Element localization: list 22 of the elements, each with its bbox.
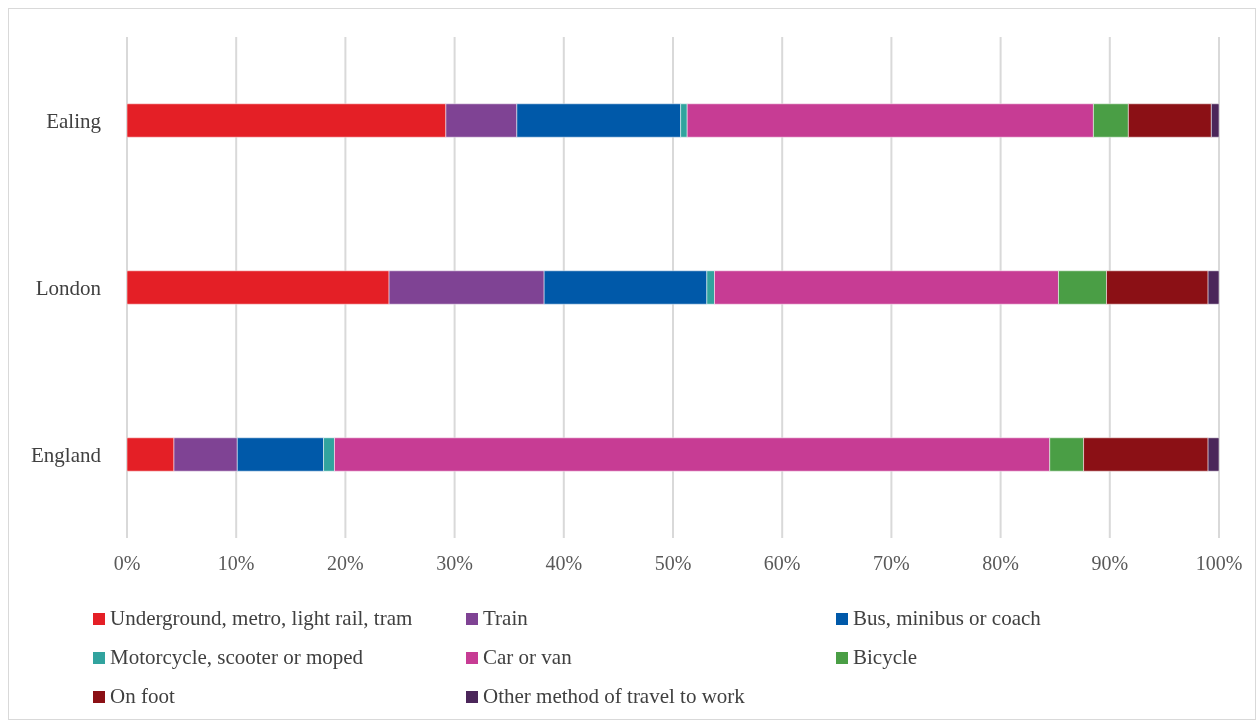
x-tick-label: 70%: [873, 552, 910, 575]
legend-label: Other method of travel to work: [483, 684, 745, 709]
legend-label: Bicycle: [853, 645, 918, 670]
x-tick-label: 80%: [982, 552, 1019, 575]
legend-label: Underground, metro, light rail, tram: [110, 606, 413, 631]
legend-label: Bus, minibus or coach: [853, 606, 1041, 631]
x-tick-label: 20%: [327, 552, 364, 575]
legend-label: Train: [483, 606, 528, 631]
y-tick-label: England: [31, 442, 102, 467]
x-tick-label: 10%: [217, 552, 255, 575]
y-tick-label: Ealing: [46, 108, 102, 133]
x-tick-label: 0%: [113, 552, 141, 575]
legend-label: Car or van: [483, 645, 572, 670]
x-tick-label: 90%: [1091, 552, 1129, 575]
x-tick-label: 100%: [1195, 552, 1243, 575]
x-tick-label: 60%: [763, 552, 801, 575]
legend-label: On foot: [110, 684, 175, 709]
x-tick-label: 50%: [654, 552, 692, 575]
x-tick-label: 30%: [436, 552, 473, 575]
legend-label: Motorcycle, scooter or moped: [110, 645, 364, 670]
y-tick-label: London: [35, 275, 102, 300]
x-tick-label: 40%: [545, 552, 583, 575]
